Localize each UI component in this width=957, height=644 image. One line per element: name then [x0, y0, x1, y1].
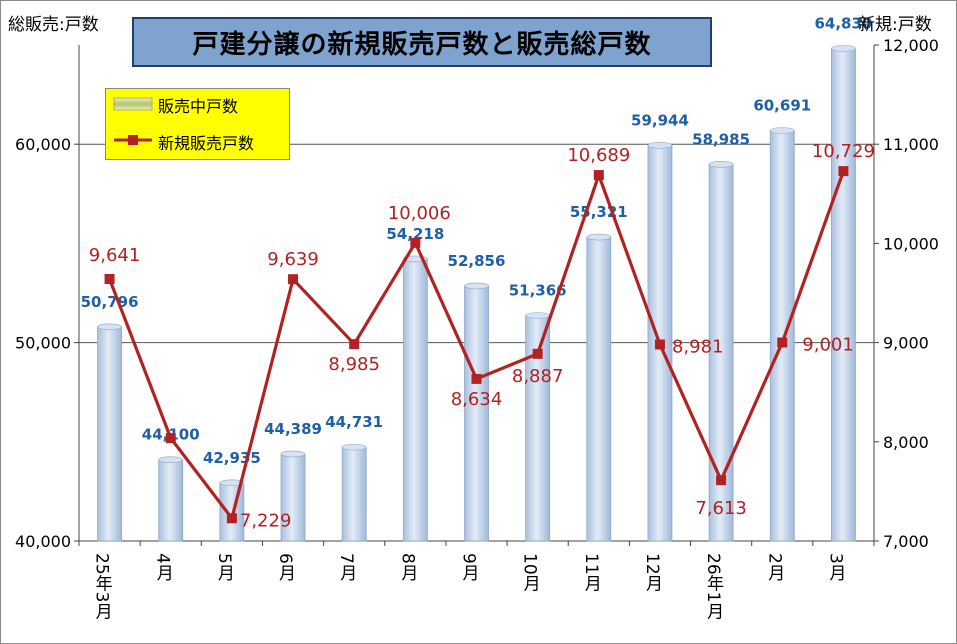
- bar-8: [586, 236, 612, 542]
- line-marker-3: [288, 274, 299, 285]
- bar-label-7: 51,366: [509, 281, 567, 299]
- line-label-10: 7,613: [695, 498, 747, 519]
- right-tick-label-2: 9,000: [883, 334, 929, 353]
- bar-label-2: 42,935: [203, 449, 261, 467]
- x-tick-label-1: 4月: [153, 553, 174, 581]
- line-label-11: 9,001: [802, 335, 854, 356]
- line-label-8: 10,689: [567, 145, 630, 166]
- bar-cap-4: [341, 443, 367, 451]
- line-marker-12: [838, 166, 849, 177]
- bar-cap-11: [769, 127, 795, 134]
- line-marker-0: [104, 274, 115, 285]
- right-tick-label-0: 7,000: [883, 532, 929, 551]
- bar-label-5: 54,218: [386, 225, 444, 243]
- bar-cap-2: [219, 479, 245, 487]
- bar-label-8: 55,321: [570, 203, 628, 221]
- chart-title-box: 戸建分譲の新規販売戸数と販売総戸数: [132, 17, 712, 67]
- line-marker-4: [349, 339, 360, 350]
- legend: 販売中戸数 新規販売戸数: [105, 88, 290, 160]
- bar-4: [341, 446, 367, 542]
- x-tick-label-9: 12月: [642, 553, 663, 592]
- line-label-12: 10,729: [812, 141, 875, 162]
- right-tick-label-1: 8,000: [883, 433, 929, 452]
- right-tick-label-3: 10,000: [883, 234, 939, 253]
- bar-0: [97, 326, 122, 542]
- bar-11: [769, 130, 795, 542]
- bar-5: [402, 258, 428, 542]
- x-tick-label-0: 25年3月: [92, 553, 113, 619]
- line-marker-10: [716, 475, 727, 486]
- legend-label-bar: 販売中戸数: [158, 97, 239, 116]
- x-tick-label-4: 7月: [336, 553, 357, 581]
- x-tick-label-8: 11月: [581, 553, 602, 592]
- line-marker-8: [593, 170, 604, 181]
- bar-label-6: 52,856: [448, 252, 506, 270]
- bar-cap-3: [280, 450, 306, 458]
- line-label-2: 7,229: [240, 510, 292, 531]
- line-marker-2: [226, 513, 237, 524]
- bar-7: [525, 315, 551, 542]
- x-tick-label-6: 9月: [459, 553, 480, 581]
- right-tick-label-4: 11,000: [883, 135, 939, 154]
- left-tick-label-0: 40,000: [15, 532, 71, 551]
- right-axis-title: 新規:戸数: [858, 15, 932, 35]
- x-tick-label-5: 8月: [397, 553, 418, 581]
- bar-label-4: 44,731: [325, 413, 383, 431]
- left-axis-title: 総販売:戸数: [8, 15, 99, 35]
- bar-label-10: 58,985: [692, 130, 750, 148]
- line-marker-5: [410, 237, 421, 248]
- bar-label-12: 64,830: [814, 14, 872, 32]
- bar-3: [280, 453, 306, 542]
- legend-bar-swatch: [113, 97, 153, 111]
- x-tick-label-12: 3月: [825, 553, 846, 581]
- line-marker-7: [532, 348, 543, 359]
- x-tick-label-3: 6月: [275, 553, 296, 581]
- bar-cap-7: [525, 312, 550, 319]
- left-tick-label-2: 60,000: [15, 135, 71, 154]
- line-label-0: 9,641: [89, 245, 141, 266]
- legend-label-line: 新規販売戸数: [158, 134, 255, 153]
- line-marker-1: [165, 433, 176, 444]
- bar-label-11: 60,691: [753, 96, 811, 114]
- bar-cap-0: [97, 323, 122, 331]
- legend-line-marker: [128, 135, 138, 145]
- x-tick-label-11: 2月: [764, 553, 785, 581]
- line-marker-11: [777, 337, 788, 348]
- bar-cap-1: [158, 456, 184, 463]
- line-label-3: 9,639: [267, 249, 319, 270]
- bar-cap-8: [586, 233, 612, 241]
- line-label-4: 8,985: [328, 354, 380, 375]
- chart-title: 戸建分譲の新規販売戸数と販売総戸数: [192, 29, 652, 60]
- bar-cap-12: [831, 45, 856, 52]
- bar-cap-10: [708, 161, 734, 168]
- line-marker-6: [471, 373, 482, 384]
- bar-12: [831, 47, 856, 542]
- line-label-9: 8,981: [672, 336, 724, 357]
- bar-cap-6: [464, 282, 489, 290]
- bar-1: [158, 459, 184, 542]
- x-tick-label-7: 10月: [520, 553, 541, 592]
- line-label-5: 10,006: [388, 203, 451, 224]
- line-label-6: 8,634: [451, 389, 503, 410]
- bar-label-9: 59,944: [631, 111, 689, 129]
- bar-label-3: 44,389: [264, 420, 322, 438]
- x-tick-label-10: 26年1月: [703, 553, 724, 619]
- bar-6: [464, 285, 489, 542]
- line-label-7: 8,887: [512, 366, 564, 387]
- x-tick-label-2: 5月: [214, 553, 235, 581]
- bar-label-0: 50,796: [81, 293, 139, 311]
- bar-cap-9: [647, 142, 673, 149]
- line-marker-9: [654, 339, 665, 350]
- left-tick-label-1: 50,000: [15, 334, 71, 353]
- right-tick-label-5: 12,000: [883, 36, 939, 55]
